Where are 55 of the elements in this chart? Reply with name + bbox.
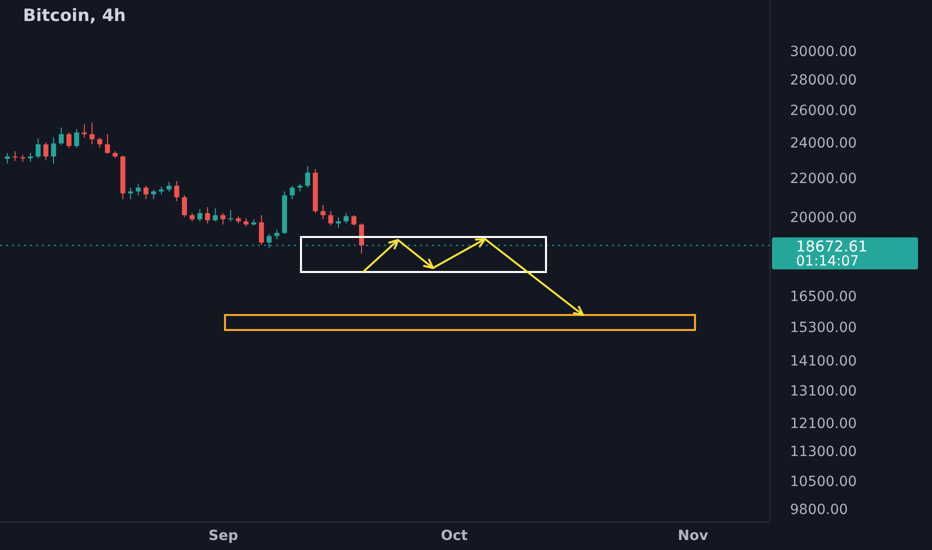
y-tick-label: 10500.00 [790, 474, 857, 490]
y-tick-label: 12100.00 [790, 416, 857, 432]
candlestick [43, 142, 48, 161]
chart-title: Bitcoin, 4h [23, 6, 126, 26]
candlestick [151, 189, 156, 200]
candlestick [51, 137, 56, 164]
x-tick-label: Oct [440, 528, 468, 544]
candlestick [90, 122, 95, 145]
candlestick [136, 183, 141, 196]
candlestick [4, 152, 10, 164]
y-tick-label: 20000.00 [790, 210, 857, 226]
y-tick-label: 14100.00 [790, 353, 857, 370]
y-tick-label: 28000.00 [790, 72, 857, 88]
candlestick [58, 127, 64, 146]
candlestick [212, 208, 218, 222]
candlestick [166, 181, 172, 192]
candlestick [258, 214, 264, 246]
text: 01:14:07 [796, 253, 859, 270]
candlestick [20, 154, 26, 162]
y-tick-label: 11300.00 [790, 444, 857, 460]
candlestick [82, 124, 87, 138]
y-tick-label: 16500.00 [790, 288, 857, 305]
candlestick [104, 134, 110, 154]
y-tick-label: 24000.00 [790, 136, 857, 152]
candlestick [328, 210, 334, 226]
x-tick-label: Sep [208, 528, 238, 544]
candlestick [351, 214, 356, 226]
candlestick [336, 216, 341, 228]
candlestick [359, 222, 364, 254]
candlestick [344, 212, 349, 224]
candlestick [66, 132, 72, 148]
candlestick [174, 180, 180, 202]
y-tick-label: 26000.00 [790, 102, 857, 119]
y-tick-label: 15300.00 [790, 320, 857, 336]
y-tick-label: 13100.00 [790, 383, 857, 400]
candlestick [12, 150, 18, 162]
candlestick [97, 137, 102, 148]
candlestick [128, 187, 134, 200]
y-tick-label: 30000.00 [790, 44, 857, 60]
ref-line-label: 18672.61 [796, 237, 868, 256]
candlestick [274, 229, 280, 240]
candlestick [74, 128, 80, 148]
candlestick [220, 212, 226, 225]
candlestick [305, 166, 310, 188]
candlestick [143, 185, 148, 200]
candlestick [182, 194, 187, 218]
candlestick [320, 204, 326, 220]
candlestick [228, 210, 234, 222]
candlestick [205, 206, 210, 224]
candlestick [36, 138, 41, 159]
x-tick-label: Nov [678, 528, 708, 544]
candlestick [197, 208, 202, 222]
candlestick [290, 185, 295, 200]
y-tick-label: 9800.00 [790, 502, 848, 518]
y-tick-label: 22000.00 [790, 171, 857, 188]
